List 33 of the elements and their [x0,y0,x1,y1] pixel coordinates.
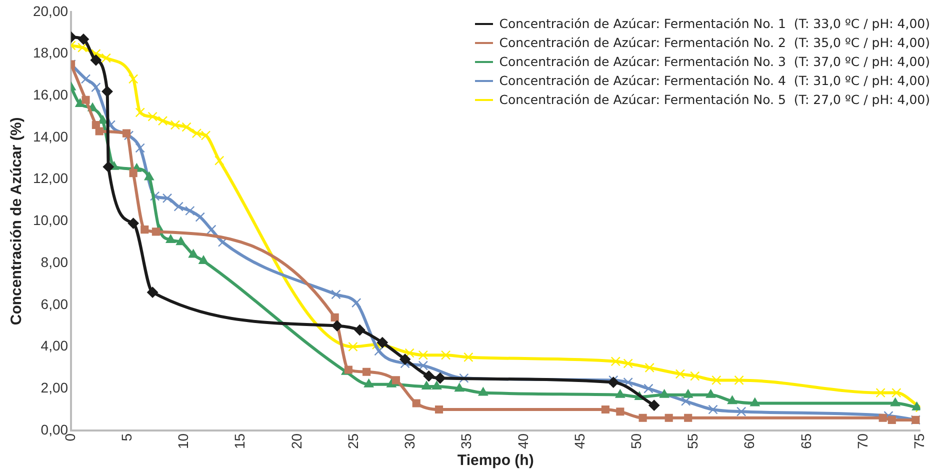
x-tick-label: 30 [402,433,418,450]
x-tick-label: 65 [798,433,814,450]
x-tick-label: 5 [118,433,135,442]
legend-label: Concentración de Azúcar: Fermentación No. 4 (T: 31,0 ºC / pH: 4,00) [499,72,930,90]
x-tick-label: 60 [741,433,758,450]
y-tick-label: 14,00 [32,128,68,144]
y-tick-label: 18,00 [32,44,68,61]
y-tick-label: 10,00 [32,212,68,228]
x-tick-label: 0 [62,433,78,442]
x-tick-label: 10 [175,433,192,450]
y-tick-label: 16,00 [32,86,68,103]
x-axis-title: Tiempo (h) [457,452,534,470]
x-tick-label: 20 [288,433,304,450]
x-tick-label: 75 [911,433,928,450]
y-tick-label: 20,00 [32,2,68,19]
legend-label: Concentración de Azúcar: Fermentación No. 2 (T: 35,0 ºC / pH: 4,00) [499,34,930,52]
y-tick-label: 8,00 [40,254,68,270]
x-tick-label: 50 [628,433,644,450]
x-tick-label: 15 [232,433,248,450]
x-tick-label: 25 [344,433,361,450]
x-tick-label: 70 [854,433,870,450]
legend-label: Concentración de Azúcar: Fermentación No. 5 (T: 27,0 ºC / pH: 4,00) [499,91,930,109]
y-tick-label: 2,00 [40,379,68,396]
x-tick-label: 35 [458,433,474,450]
x-tick-label: 55 [684,433,701,450]
y-tick-label: 12,00 [32,170,68,186]
y-tick-label: 4,00 [40,338,68,354]
y-tick-label: 6,00 [40,296,68,312]
legend-label: Concentración de Azúcar: Fermentación No. 1 (T: 33,0 ºC / pH: 4,00) [499,15,930,33]
y-axis-title: Concentración de Azúcar (%) [8,117,26,326]
legend-label: Concentración de Azúcar: Fermentación No. 3 (T: 37,0 ºC / pH: 4,00) [499,53,930,71]
x-tick-label: 45 [571,433,588,450]
x-tick-label: 40 [514,433,531,450]
